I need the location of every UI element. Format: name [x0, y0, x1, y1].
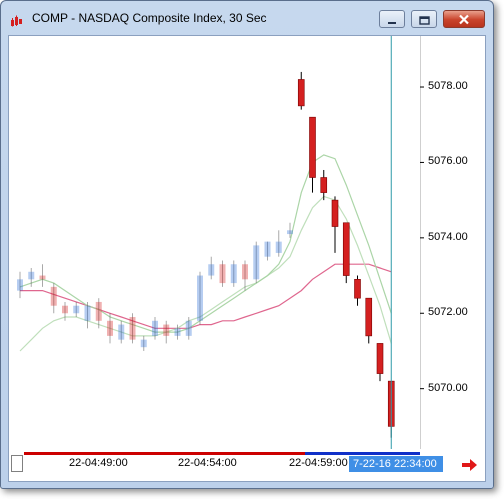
fast-moving-average-line	[19, 154, 392, 333]
price-chart[interactable]	[9, 36, 485, 481]
price-tick-label: 5078.00	[428, 80, 468, 93]
price-tick-label: 5074.00	[428, 230, 468, 243]
title-bar[interactable]: COMP - NASDAQ Composite Index, 30 Sec	[1, 1, 493, 35]
candle-body	[197, 275, 203, 321]
arrow-right-icon	[462, 459, 477, 471]
candle-body	[219, 264, 226, 284]
candle-body	[140, 339, 147, 348]
candle-body	[50, 286, 57, 306]
candle-body	[297, 79, 305, 107]
minimize-icon	[387, 10, 397, 29]
chart-area[interactable]: 5078.00 5076.00 5074.00 5072.00 5070.00 22-0…	[8, 35, 486, 482]
time-tick: 22-04:49:00	[69, 457, 128, 469]
chart-window: COMP - NASDAQ Composite Index, 30 Sec 50…	[0, 0, 494, 489]
candle-body	[287, 230, 293, 235]
candle-body	[208, 264, 215, 276]
chart-app-icon[interactable]	[10, 12, 24, 27]
candle-body	[95, 301, 102, 321]
minimize-button[interactable]	[379, 10, 405, 28]
candle-body	[354, 279, 361, 299]
session-bar-red	[24, 452, 420, 455]
candle-body	[17, 279, 23, 291]
candle-body	[174, 328, 181, 336]
candle-body	[62, 305, 68, 314]
candle-body	[331, 199, 339, 227]
candle-body	[242, 264, 248, 280]
candle-body	[73, 305, 80, 314]
chart-corner-box[interactable]	[11, 455, 23, 472]
candle-body	[163, 324, 170, 336]
candle-body	[365, 297, 373, 337]
maximize-button[interactable]	[411, 10, 437, 28]
scroll-right-button[interactable]	[461, 457, 478, 471]
candle-body	[28, 271, 35, 280]
candle-body	[309, 116, 316, 178]
close-icon	[458, 10, 470, 29]
candle-body	[185, 320, 192, 336]
close-button[interactable]	[443, 10, 485, 28]
session-bar-blue	[305, 452, 420, 455]
price-tick-label: 5070.00	[428, 381, 468, 394]
candle-body	[320, 177, 328, 193]
price-tick-label: 5072.00	[428, 306, 468, 319]
window-title: COMP - NASDAQ Composite Index, 30 Sec	[32, 11, 267, 25]
maximize-icon	[418, 10, 430, 29]
candle-body	[39, 275, 46, 280]
price-tick-label: 5076.00	[428, 155, 468, 168]
candle-body	[342, 222, 350, 276]
mid-moving-average-line	[19, 195, 392, 352]
cursor-time-label: 7-22-16 22:34:00	[349, 456, 443, 472]
candle-body	[84, 305, 91, 321]
candle-body	[253, 245, 260, 280]
candle-body	[376, 343, 384, 374]
candle-body	[264, 241, 271, 257]
candle-body	[129, 317, 136, 340]
time-tick: 22-04:59:00	[289, 457, 348, 469]
candle-body	[275, 241, 282, 253]
slow-moving-average-line	[20, 263, 392, 329]
time-tick: 22-04:54:00	[178, 457, 237, 469]
candle-body	[152, 320, 158, 336]
candle-body	[118, 324, 125, 340]
candle-body	[107, 320, 113, 336]
candle-body	[230, 264, 237, 284]
